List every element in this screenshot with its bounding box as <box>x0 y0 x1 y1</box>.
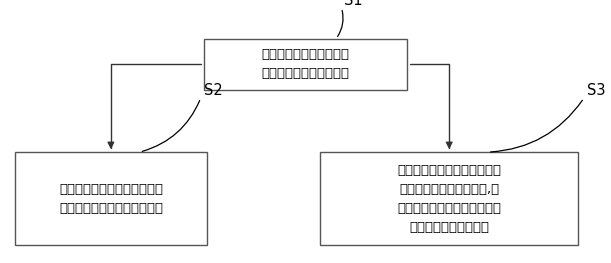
Text: 将异步输入信号同时输入
第一同步器和第二同步器: 将异步输入信号同时输入 第一同步器和第二同步器 <box>262 48 349 80</box>
Text: S3: S3 <box>587 83 606 98</box>
Text: 将第一同步器的输出信号同时
输入第一内核和第二内核,将
第一内核的输出信号与第二内
核的输出信号进行校验: 将第一同步器的输出信号同时 输入第一内核和第二内核,将 第一内核的输出信号与第二… <box>397 164 501 234</box>
Text: S1: S1 <box>345 0 363 8</box>
Bar <box>15 152 207 245</box>
Bar <box>321 152 578 245</box>
Bar <box>203 39 408 90</box>
Text: S2: S2 <box>203 83 222 98</box>
Text: 将第一同步器的输出信号与第
二同步器的输出信号进行校验: 将第一同步器的输出信号与第 二同步器的输出信号进行校验 <box>59 183 163 215</box>
